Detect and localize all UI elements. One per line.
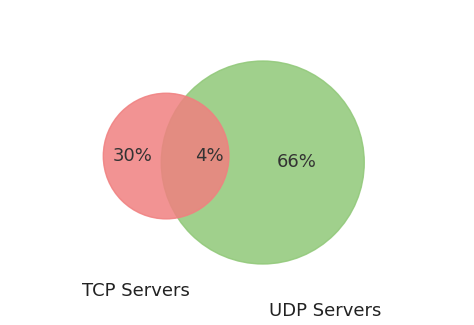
- Text: 66%: 66%: [277, 153, 317, 172]
- Text: TCP Servers: TCP Servers: [82, 282, 190, 300]
- Circle shape: [161, 61, 365, 264]
- Text: 30%: 30%: [112, 147, 152, 165]
- Text: 4%: 4%: [195, 147, 224, 165]
- Circle shape: [103, 93, 229, 219]
- Text: UDP Servers: UDP Servers: [269, 302, 382, 320]
